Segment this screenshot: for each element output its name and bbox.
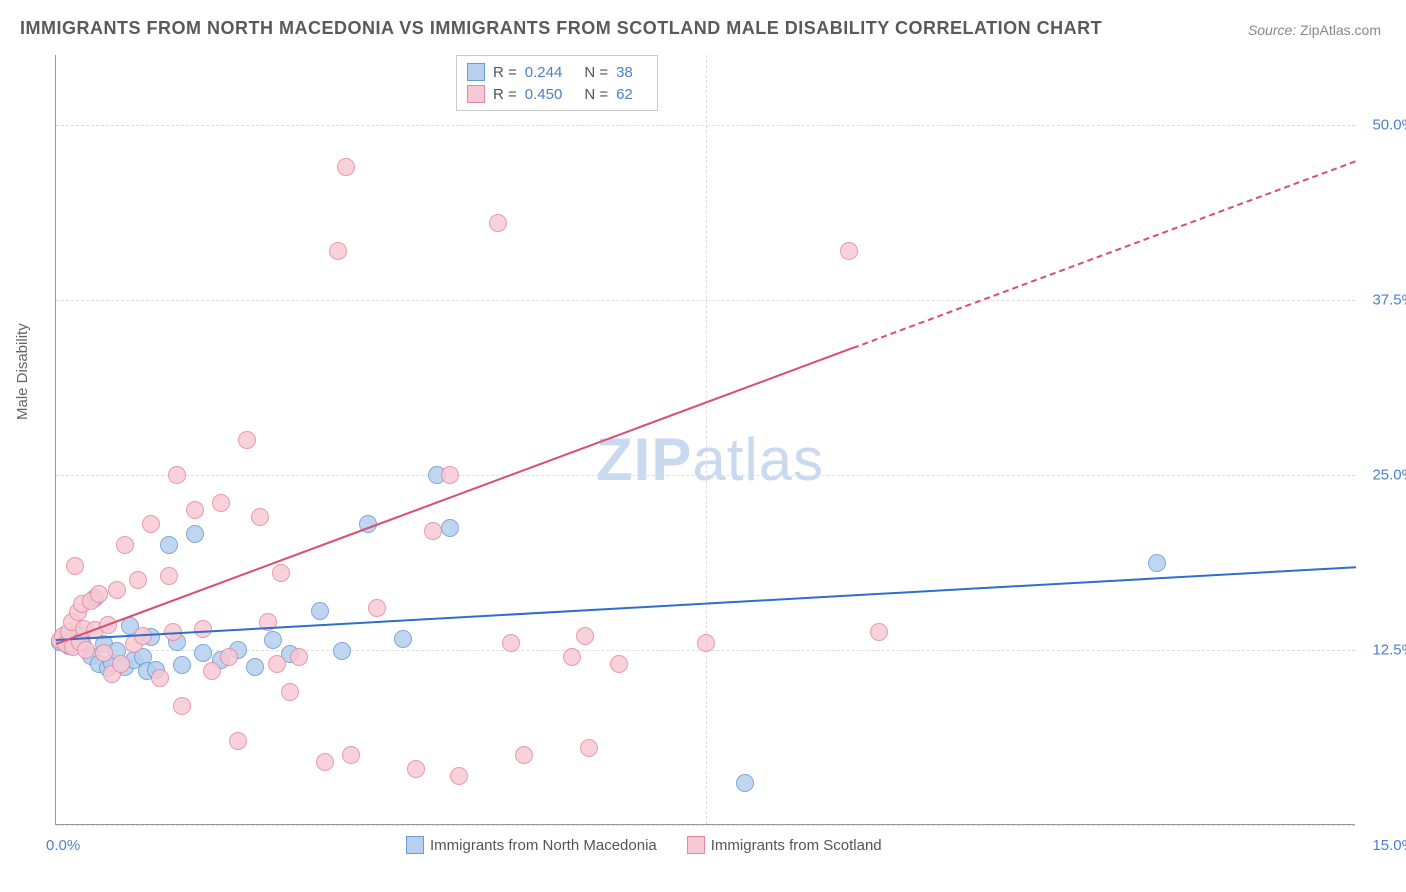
scatter-point	[160, 567, 178, 585]
legend-swatch-1	[406, 836, 424, 854]
scatter-point	[368, 599, 386, 617]
scatter-point	[281, 683, 299, 701]
scatter-point	[168, 466, 186, 484]
legend-label-2: Immigrants from Scotland	[711, 837, 882, 854]
scatter-point	[151, 669, 169, 687]
y-axis-label: Male Disability	[14, 323, 31, 420]
legend-item-1: Immigrants from North Macedonia	[406, 836, 657, 854]
scatter-point	[268, 655, 286, 673]
legend-swatch-2	[687, 836, 705, 854]
scatter-point	[290, 648, 308, 666]
x-tick-label: 0.0%	[46, 837, 80, 854]
gridline-h	[56, 825, 1355, 826]
scatter-point	[77, 641, 95, 659]
swatch-series-2	[467, 85, 485, 103]
y-tick-label: 25.0%	[1372, 467, 1406, 484]
trend-line	[853, 160, 1356, 349]
scatter-point	[229, 732, 247, 750]
scatter-point	[108, 581, 126, 599]
scatter-point	[186, 525, 204, 543]
scatter-point	[736, 774, 754, 792]
scatter-point	[272, 564, 290, 582]
legend-label-1: Immigrants from North Macedonia	[430, 837, 657, 854]
scatter-point	[329, 242, 347, 260]
scatter-point	[576, 627, 594, 645]
r-label: R =	[493, 86, 517, 103]
scatter-point	[515, 746, 533, 764]
scatter-point	[333, 642, 351, 660]
legend-item-2: Immigrants from Scotland	[687, 836, 882, 854]
scatter-point	[563, 648, 581, 666]
scatter-point	[220, 648, 238, 666]
scatter-point	[1148, 554, 1166, 572]
scatter-point	[173, 656, 191, 674]
correlation-legend: R = 0.244 N = 38 R = 0.450 N = 62	[456, 55, 658, 111]
scatter-point	[450, 767, 468, 785]
scatter-point	[502, 634, 520, 652]
scatter-point	[342, 746, 360, 764]
chart-title: IMMIGRANTS FROM NORTH MACEDONIA VS IMMIG…	[20, 18, 1102, 39]
scatter-point	[90, 585, 108, 603]
scatter-point	[251, 508, 269, 526]
scatter-point	[264, 631, 282, 649]
scatter-point	[194, 644, 212, 662]
gridline-v	[706, 55, 707, 824]
swatch-series-1	[467, 63, 485, 81]
scatter-point	[112, 655, 130, 673]
x-tick-label: 15.0%	[1372, 837, 1406, 854]
correlation-row-2: R = 0.450 N = 62	[467, 83, 647, 105]
scatter-point	[394, 630, 412, 648]
scatter-point	[337, 158, 355, 176]
scatter-point	[246, 658, 264, 676]
scatter-point	[66, 557, 84, 575]
y-tick-label: 37.5%	[1372, 292, 1406, 309]
scatter-point	[186, 501, 204, 519]
scatter-point	[580, 739, 598, 757]
scatter-point	[129, 571, 147, 589]
scatter-point	[424, 522, 442, 540]
scatter-point	[95, 644, 113, 662]
scatter-point	[489, 214, 507, 232]
r-value-1: 0.244	[525, 64, 563, 81]
y-tick-label: 12.5%	[1372, 642, 1406, 659]
scatter-point	[160, 536, 178, 554]
scatter-point	[173, 697, 191, 715]
scatter-point	[610, 655, 628, 673]
scatter-point	[212, 494, 230, 512]
watermark: ZIPatlas	[596, 425, 824, 494]
n-value-1: 38	[616, 64, 633, 81]
source-value: ZipAtlas.com	[1300, 22, 1381, 38]
scatter-plot-area: ZIPatlas R = 0.244 N = 38 R = 0.450 N = …	[55, 55, 1355, 825]
scatter-point	[441, 466, 459, 484]
scatter-point	[194, 620, 212, 638]
scatter-point	[203, 662, 221, 680]
watermark-atlas: atlas	[692, 426, 824, 493]
scatter-point	[441, 519, 459, 537]
n-value-2: 62	[616, 86, 633, 103]
series-legend: Immigrants from North Macedonia Immigran…	[406, 836, 882, 854]
scatter-point	[840, 242, 858, 260]
n-label: N =	[584, 86, 608, 103]
correlation-row-1: R = 0.244 N = 38	[467, 61, 647, 83]
scatter-point	[142, 515, 160, 533]
scatter-point	[311, 602, 329, 620]
scatter-point	[697, 634, 715, 652]
scatter-point	[407, 760, 425, 778]
n-label: N =	[584, 64, 608, 81]
r-label: R =	[493, 64, 517, 81]
r-value-2: 0.450	[525, 86, 563, 103]
scatter-point	[238, 431, 256, 449]
source-label: Source:	[1248, 22, 1296, 38]
scatter-point	[870, 623, 888, 641]
scatter-point	[316, 753, 334, 771]
source-attribution: Source: ZipAtlas.com	[1248, 22, 1381, 38]
y-tick-label: 50.0%	[1372, 117, 1406, 134]
scatter-point	[116, 536, 134, 554]
